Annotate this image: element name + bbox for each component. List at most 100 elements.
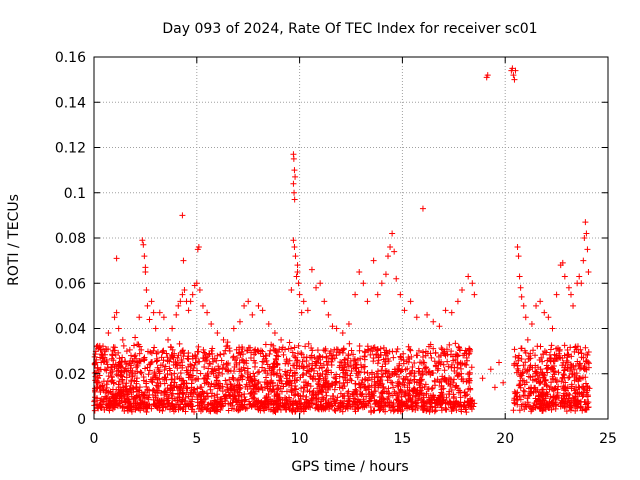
data-point bbox=[466, 369, 473, 376]
data-point bbox=[463, 362, 470, 369]
data-point bbox=[233, 360, 240, 367]
data-point bbox=[396, 360, 403, 367]
data-point bbox=[568, 397, 575, 404]
data-point bbox=[190, 365, 197, 372]
data-point bbox=[428, 370, 435, 377]
data-point bbox=[411, 376, 418, 383]
data-point bbox=[553, 291, 560, 298]
data-point bbox=[374, 360, 381, 367]
data-point bbox=[185, 402, 192, 409]
data-point bbox=[140, 355, 147, 362]
data-point bbox=[580, 257, 587, 264]
data-point bbox=[369, 348, 376, 355]
data-point bbox=[441, 367, 448, 374]
data-point bbox=[231, 364, 238, 371]
data-point bbox=[533, 369, 540, 376]
data-point bbox=[578, 375, 585, 382]
data-point bbox=[565, 284, 572, 291]
data-point bbox=[540, 351, 547, 358]
data-point bbox=[333, 378, 340, 385]
data-point bbox=[290, 155, 297, 162]
data-point bbox=[293, 386, 300, 393]
dense-point-band bbox=[91, 339, 593, 416]
data-point bbox=[192, 359, 199, 366]
data-point bbox=[251, 395, 258, 402]
data-point bbox=[394, 346, 401, 353]
data-point bbox=[540, 374, 547, 381]
data-point bbox=[95, 345, 102, 352]
data-point bbox=[511, 346, 518, 353]
data-point bbox=[111, 344, 118, 351]
data-point bbox=[550, 375, 557, 382]
data-point bbox=[290, 237, 297, 244]
data-point bbox=[500, 379, 507, 386]
data-point bbox=[274, 391, 281, 398]
data-point bbox=[126, 371, 133, 378]
data-point bbox=[404, 376, 411, 383]
data-point bbox=[537, 343, 544, 350]
x-tick-label: 25 bbox=[599, 431, 617, 447]
data-point bbox=[284, 369, 291, 376]
data-point bbox=[346, 340, 353, 347]
data-point bbox=[467, 386, 474, 393]
data-point bbox=[539, 370, 546, 377]
data-point bbox=[354, 405, 361, 412]
data-point bbox=[456, 344, 463, 351]
data-point bbox=[134, 361, 141, 368]
data-point bbox=[539, 390, 546, 397]
data-point bbox=[443, 394, 450, 401]
data-point bbox=[238, 391, 245, 398]
data-point bbox=[180, 257, 187, 264]
data-point bbox=[242, 405, 249, 412]
data-point bbox=[269, 382, 276, 389]
data-point bbox=[91, 369, 98, 376]
data-point bbox=[511, 76, 518, 83]
data-point bbox=[188, 387, 195, 394]
data-point bbox=[438, 358, 445, 365]
data-point bbox=[138, 369, 145, 376]
data-point bbox=[201, 374, 208, 381]
data-point bbox=[286, 339, 293, 346]
data-point bbox=[204, 379, 211, 386]
data-point bbox=[249, 311, 256, 318]
data-point bbox=[182, 398, 189, 405]
data-point bbox=[390, 408, 397, 415]
data-point bbox=[171, 404, 178, 411]
data-point bbox=[583, 230, 590, 237]
data-point bbox=[413, 402, 420, 409]
data-point bbox=[320, 381, 327, 388]
data-point bbox=[247, 344, 254, 351]
data-point bbox=[548, 342, 555, 349]
data-point bbox=[561, 342, 568, 349]
data-point bbox=[510, 407, 517, 414]
data-point bbox=[219, 388, 226, 395]
data-point bbox=[583, 391, 590, 398]
data-point bbox=[412, 393, 419, 400]
data-point bbox=[373, 351, 380, 358]
data-point bbox=[287, 367, 294, 374]
data-point bbox=[382, 352, 389, 359]
data-point bbox=[283, 380, 290, 387]
data-point bbox=[225, 360, 232, 367]
data-point bbox=[300, 354, 307, 361]
data-point bbox=[368, 345, 375, 352]
data-point bbox=[291, 370, 298, 377]
data-point bbox=[296, 291, 303, 298]
data-point bbox=[276, 404, 283, 411]
data-point bbox=[238, 348, 245, 355]
data-point bbox=[564, 366, 571, 373]
data-point bbox=[572, 403, 579, 410]
data-point bbox=[406, 346, 413, 353]
data-point bbox=[308, 395, 315, 402]
data-point bbox=[380, 356, 387, 363]
data-point bbox=[333, 346, 340, 353]
data-point bbox=[445, 363, 452, 370]
data-point bbox=[437, 401, 444, 408]
data-point bbox=[296, 363, 303, 370]
data-point bbox=[92, 388, 99, 395]
data-point bbox=[180, 404, 187, 411]
data-point bbox=[572, 393, 579, 400]
data-point bbox=[429, 407, 436, 414]
data-point bbox=[193, 280, 200, 287]
data-point bbox=[328, 352, 335, 359]
